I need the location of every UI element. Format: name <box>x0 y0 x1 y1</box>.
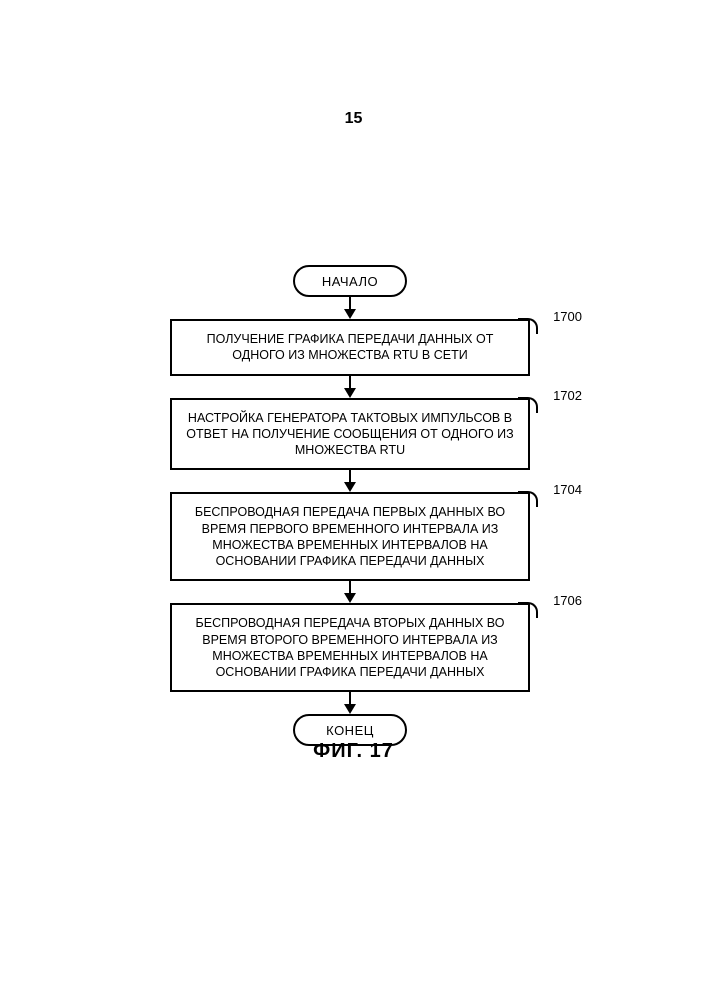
arrow-down-icon <box>340 581 360 603</box>
page: 15 НАЧАЛО 1700 ПОЛУЧЕНИЕ ГРАФИКА ПЕРЕДАЧ… <box>0 0 707 1000</box>
process-text: БЕСПРОВОДНАЯ ПЕРЕДАЧА ПЕРВЫХ ДАННЫХ ВО В… <box>195 505 505 568</box>
ref-tick-icon <box>518 318 538 334</box>
ref-number: 1706 <box>553 593 582 608</box>
ref-number: 1704 <box>553 482 582 497</box>
arrow-down-icon <box>340 470 360 492</box>
process-step: ПОЛУЧЕНИЕ ГРАФИКА ПЕРЕДАЧИ ДАННЫХ ОТ ОДН… <box>170 319 530 376</box>
arrow <box>150 376 550 398</box>
end-label: КОНЕЦ <box>326 723 374 738</box>
arrow <box>150 692 550 714</box>
process-text: НАСТРОЙКА ГЕНЕРАТОРА ТАКТОВЫХ ИМПУЛЬСОВ … <box>186 411 513 458</box>
ref-number: 1702 <box>553 388 582 403</box>
arrow-down-icon <box>340 376 360 398</box>
start-label: НАЧАЛО <box>322 274 378 289</box>
arrow <box>150 297 550 319</box>
ref-tick-icon <box>518 397 538 413</box>
ref-number: 1700 <box>553 309 582 324</box>
start-terminal: НАЧАЛО <box>293 265 407 297</box>
arrow-down-icon <box>340 297 360 319</box>
figure-caption: ФИГ. 17 <box>0 740 707 763</box>
flowchart: НАЧАЛО 1700 ПОЛУЧЕНИЕ ГРАФИКА ПЕРЕДАЧИ Д… <box>150 265 550 746</box>
ref-tick-icon <box>518 491 538 507</box>
arrow-down-icon <box>340 692 360 714</box>
arrow <box>150 470 550 492</box>
page-number: 15 <box>0 110 707 128</box>
process-text: ПОЛУЧЕНИЕ ГРАФИКА ПЕРЕДАЧИ ДАННЫХ ОТ ОДН… <box>207 332 494 362</box>
process-step: НАСТРОЙКА ГЕНЕРАТОРА ТАКТОВЫХ ИМПУЛЬСОВ … <box>170 398 530 471</box>
process-step: БЕСПРОВОДНАЯ ПЕРЕДАЧА ВТОРЫХ ДАННЫХ ВО В… <box>170 603 530 692</box>
process-text: БЕСПРОВОДНАЯ ПЕРЕДАЧА ВТОРЫХ ДАННЫХ ВО В… <box>196 616 505 679</box>
process-step: БЕСПРОВОДНАЯ ПЕРЕДАЧА ПЕРВЫХ ДАННЫХ ВО В… <box>170 492 530 581</box>
arrow <box>150 581 550 603</box>
ref-tick-icon <box>518 602 538 618</box>
